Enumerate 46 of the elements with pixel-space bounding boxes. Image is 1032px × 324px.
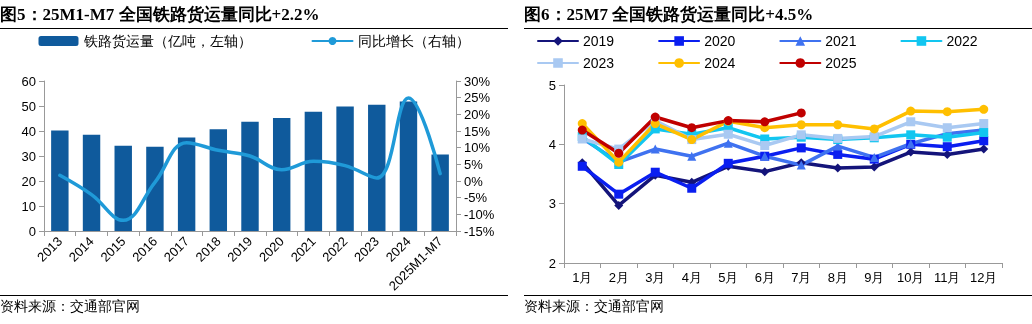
y-tick-label: 40 (21, 123, 36, 139)
x-tick-label: 9月 (864, 270, 885, 285)
y-tick-label: 5 (548, 77, 556, 93)
y-tick-label: 4 (548, 136, 556, 152)
x-tick-label: 3月 (645, 270, 666, 285)
y2-tick-label: 30% (464, 73, 491, 89)
legend-label: 2021 (825, 33, 857, 49)
legend-label: 2022 (946, 33, 978, 49)
x-tick-label: 5月 (718, 270, 739, 285)
y2-tick-label: 5% (464, 156, 484, 172)
text: 资料来源：交通部官网 (0, 295, 508, 316)
x-tick-label: 12月 (970, 270, 998, 285)
legend-label: 铁路货运量（亿吨，左轴） (82, 33, 252, 49)
legend-label: 2024 (704, 55, 736, 71)
y-tick-label: 3 (548, 196, 556, 212)
legend-label: 同比增长（右轴） (357, 33, 470, 49)
legend-label: 2019 (583, 33, 615, 49)
y-tick-label: 20 (21, 173, 36, 189)
x-tick-label: 10月 (897, 270, 925, 285)
chart-title: 图6：25M7 全国铁路货运量同比+4.5% (524, 2, 1032, 29)
y2-tick-label: 25% (464, 90, 491, 106)
text: 资料来源：交通部官网 (524, 295, 1032, 316)
chart-title: 图5：25M1-M7 全国铁路货运量同比+2.2% (0, 2, 508, 29)
y2-tick-label: -5% (464, 190, 488, 206)
y-tick-label: 10 (21, 198, 36, 214)
legend-label: 2020 (704, 33, 736, 49)
x-tick-label: 11月 (934, 270, 961, 285)
y2-tick-label: 15% (464, 123, 491, 139)
y2-tick-label: 0% (464, 173, 484, 189)
y-tick-label: 50 (21, 98, 36, 114)
x-tick-label: 7月 (791, 270, 812, 285)
y-tick-label: 60 (21, 73, 36, 89)
legend-label: 2023 (583, 55, 615, 71)
y-tick-label: 30 (21, 148, 36, 164)
y2-tick-label: -10% (464, 206, 495, 222)
x-tick-label: 2月 (608, 270, 629, 285)
x-tick-label: 8月 (827, 270, 848, 285)
x-tick-label: 1月 (572, 270, 593, 285)
x-tick-label: 6月 (754, 270, 775, 285)
x-tick-label: 4月 (681, 270, 702, 285)
y2-tick-label: 20% (464, 106, 491, 122)
y2-tick-label: -15% (464, 223, 495, 239)
y-tick-label: 2 (548, 255, 556, 271)
y-tick-label: 0 (28, 223, 36, 239)
y2-tick-label: 10% (464, 140, 491, 156)
legend-label: 2025 (825, 55, 857, 71)
